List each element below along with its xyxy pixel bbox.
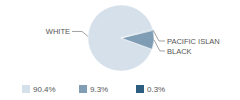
legend-swatch — [79, 85, 87, 93]
legend-swatch — [136, 85, 144, 93]
legend: 90.4% 9.3% 0.3% — [22, 85, 165, 94]
pie-slice — [121, 30, 154, 49]
slice-label: PACIFIC ISLAN — [167, 37, 220, 46]
legend-label: 0.3% — [147, 85, 165, 94]
pie-slice — [121, 30, 153, 38]
leader-line — [72, 31, 88, 36]
leader-line — [153, 30, 165, 41]
legend-label: 90.4% — [33, 85, 56, 94]
leader-line — [154, 40, 165, 51]
slice-label: WHITE — [46, 27, 70, 36]
slice-label: BLACK — [167, 47, 192, 56]
pie — [88, 5, 154, 71]
legend-label: 9.3% — [90, 85, 108, 94]
legend-swatch — [22, 85, 30, 93]
chart: WHITE BLACKPACIFIC ISLAN 90.4% 9.3% 0.3% — [0, 0, 240, 100]
